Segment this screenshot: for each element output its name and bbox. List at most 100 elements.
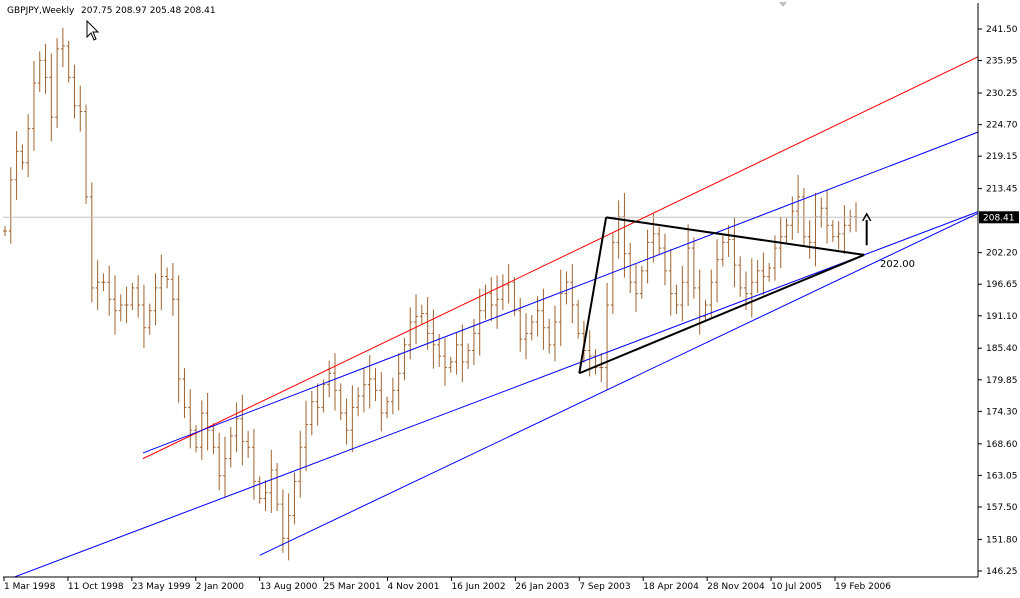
mouse-cursor-icon xyxy=(86,19,100,41)
y-tick-label: 168.60 xyxy=(986,440,1018,450)
y-tick-label: 230.25 xyxy=(986,89,1018,99)
price-bar xyxy=(552,305,557,362)
price-bar xyxy=(813,192,818,267)
y-tick-label: 174.30 xyxy=(986,407,1018,417)
price-bar xyxy=(251,428,256,500)
price-bar xyxy=(738,256,743,297)
price-bar xyxy=(466,343,471,369)
price-bar xyxy=(176,275,181,403)
price-bar xyxy=(784,218,789,244)
price-bar xyxy=(147,303,152,335)
price-bar xyxy=(107,265,112,316)
price-bar xyxy=(292,472,297,525)
price-bar xyxy=(720,235,725,267)
x-tick-label: 7 Sep 2003 xyxy=(579,582,630,592)
price-bar xyxy=(477,288,482,356)
price-bar xyxy=(460,324,465,383)
price-bar xyxy=(535,296,540,337)
price-bar xyxy=(112,275,117,335)
price-bar xyxy=(471,318,476,366)
y-tick-label: 163.05 xyxy=(986,471,1018,481)
up-arrow-icon xyxy=(862,212,872,246)
price-bar xyxy=(315,383,320,426)
price-bar xyxy=(101,273,106,292)
price-bar xyxy=(165,267,170,289)
price-bar xyxy=(605,282,610,390)
triangle-pattern-line xyxy=(605,216,865,256)
price-bar xyxy=(761,252,766,295)
price-bar xyxy=(570,263,575,324)
price-bar xyxy=(662,233,667,286)
price-bar xyxy=(848,209,853,233)
price-bar xyxy=(448,356,453,373)
price-bar xyxy=(755,260,760,293)
price-bar xyxy=(350,385,355,453)
y-tick-label: 191.10 xyxy=(986,312,1018,322)
y-tick-label: 213.45 xyxy=(986,185,1018,195)
price-bar xyxy=(715,239,720,303)
price-bar xyxy=(709,269,714,318)
channel-line-upper xyxy=(142,56,978,460)
price-bar xyxy=(830,220,835,242)
x-tick-label: 10 Jul 2005 xyxy=(771,582,822,592)
y-tick-label: 151.80 xyxy=(986,535,1018,545)
price-bar xyxy=(43,43,48,94)
price-bar xyxy=(321,379,326,413)
axes xyxy=(3,3,979,578)
current-price-label: 208.41 xyxy=(983,213,1015,223)
price-bar xyxy=(396,353,401,411)
price-bar xyxy=(495,275,500,329)
price-bar xyxy=(361,368,366,413)
price-bar xyxy=(188,389,193,449)
price-bar xyxy=(593,349,598,375)
price-bar xyxy=(454,332,459,375)
price-bar xyxy=(686,224,691,307)
price-bar xyxy=(819,197,824,228)
price-bar xyxy=(668,248,673,316)
price-bar xyxy=(26,114,31,178)
scroll-marker-icon xyxy=(779,2,787,7)
price-bar xyxy=(512,277,517,316)
price-bar xyxy=(304,400,309,472)
price-bar xyxy=(489,277,494,322)
price-bar xyxy=(767,262,772,282)
y-tick-label: 219.15 xyxy=(986,152,1018,162)
price-bar xyxy=(749,258,754,318)
y-tick-label: 202.20 xyxy=(986,249,1018,259)
chart-title: GBPJPY,Weekly xyxy=(7,6,75,16)
x-tick-label: 19 Feb 2006 xyxy=(835,582,891,592)
price-bar xyxy=(240,394,245,466)
price-bar xyxy=(269,449,274,513)
y-tick-label: 146.25 xyxy=(986,567,1018,577)
price-bar xyxy=(576,299,581,339)
price-bar xyxy=(807,220,812,259)
channel-line-middle xyxy=(142,131,978,454)
price-bar xyxy=(136,275,141,318)
price-bar xyxy=(524,313,529,360)
price-bar xyxy=(356,387,361,417)
channel-line-lower-start xyxy=(259,212,978,556)
price-bar xyxy=(263,480,268,512)
price-bar xyxy=(84,104,89,204)
price-bar xyxy=(691,237,696,299)
x-axis-ticks: 1 Mar 1998 11 Oct 1998 23 May 1999 2 Jan 20… xyxy=(3,577,891,592)
price-bar xyxy=(327,360,332,398)
price-bar xyxy=(373,368,378,402)
price-bar xyxy=(338,383,343,421)
price-bar xyxy=(726,225,731,257)
price-bar xyxy=(796,174,801,234)
price-bar xyxy=(49,53,54,142)
price-bar xyxy=(246,430,251,458)
price-bar xyxy=(159,254,164,310)
price-bar xyxy=(651,213,656,263)
price-bar xyxy=(309,390,314,436)
price-bar xyxy=(153,273,158,326)
y-axis-ticks: 241.50 235.95 230.25 224.70 219.15 213.45 202.… xyxy=(978,25,1018,577)
price-bar xyxy=(402,337,407,381)
triangle-pattern-line xyxy=(578,217,608,374)
price-bar xyxy=(344,398,349,445)
price-bar xyxy=(379,372,384,432)
price-bar xyxy=(772,235,777,281)
